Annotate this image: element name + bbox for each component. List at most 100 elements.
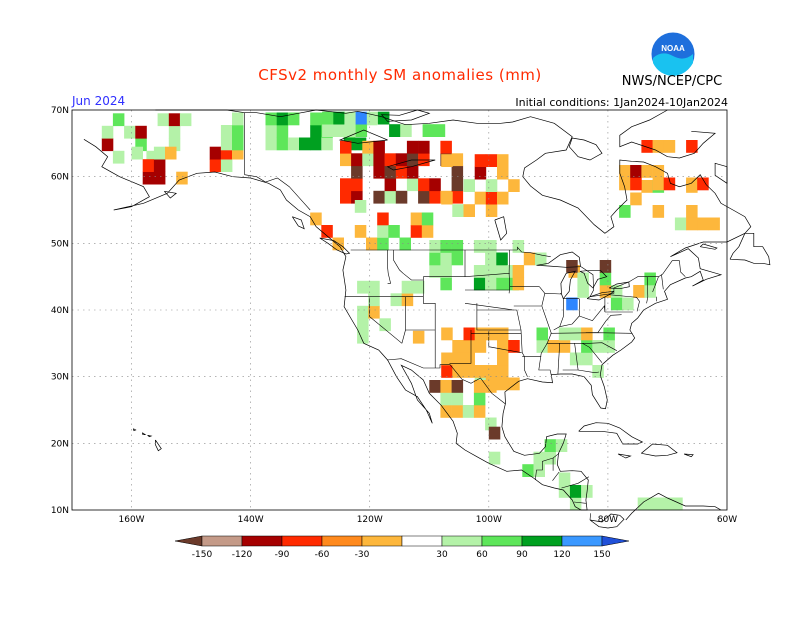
anomaly-cell (406, 165, 419, 179)
anomaly-cell (485, 380, 497, 393)
anomaly-cell (641, 180, 653, 193)
anomaly-cell (622, 297, 634, 311)
anomaly-cell (512, 277, 525, 291)
colorbar-label: -120 (232, 550, 253, 560)
anomaly-cell (373, 190, 385, 204)
anomaly-cell (451, 252, 464, 266)
latitude-tick-label: 10N (51, 506, 69, 516)
agency-label: NWS/NCEP/CPC (621, 74, 723, 89)
coastline (319, 237, 351, 255)
border-line (646, 276, 649, 304)
anomaly-cell (429, 252, 441, 266)
anomaly-cell (441, 327, 453, 341)
anomaly-cells (101, 111, 720, 511)
lake-outline (608, 281, 630, 290)
lake-outline (338, 129, 388, 144)
border-line (516, 309, 528, 377)
anomaly-cell (340, 153, 352, 167)
anomaly-cell (474, 154, 487, 167)
anomaly-cell (451, 392, 464, 406)
latitude-tick-label: 60N (51, 173, 69, 183)
anomaly-cell (619, 177, 631, 191)
anomaly-cell (354, 225, 367, 238)
anomaly-cell (652, 205, 665, 218)
anomaly-cell (630, 192, 642, 206)
anomaly-cell (395, 165, 408, 179)
anomaly-cell (368, 280, 380, 294)
longitude-tick-label: 60W (717, 515, 737, 525)
anomaly-cell (153, 146, 166, 160)
border-line (585, 314, 622, 334)
anomaly-cell (652, 140, 665, 153)
latitude-tick-label: 50N (51, 239, 69, 249)
anomaly-cell (637, 497, 650, 511)
anomaly-cell (135, 125, 147, 139)
anomaly-cell (497, 191, 509, 205)
anomaly-cell (265, 125, 277, 138)
anomaly-cell (421, 225, 434, 238)
anomaly-cell (366, 111, 379, 125)
anomaly-cell (451, 240, 464, 253)
noaa-logo: NOAA (650, 31, 696, 77)
coastline (699, 243, 718, 250)
coastline (714, 162, 728, 184)
colorbar-segment (281, 535, 323, 547)
anomaly-cell (660, 497, 672, 511)
colorbar-label: 30 (436, 550, 448, 560)
anomaly-cell (485, 327, 498, 341)
anomaly-cell (536, 340, 548, 353)
border-line (508, 249, 511, 294)
anomaly-cell (310, 125, 322, 138)
anomaly-cell (357, 280, 369, 294)
anomaly-cell (142, 159, 155, 172)
colorbar-label: -30 (355, 550, 370, 560)
anomaly-cell (176, 171, 188, 185)
anomaly-cell (310, 212, 322, 226)
anomaly-cell (648, 497, 661, 511)
longitude-tick-label: 100W (476, 515, 502, 525)
anomaly-cell (276, 125, 289, 138)
anomaly-cell (485, 191, 498, 205)
anomaly-cell (451, 380, 464, 393)
anomaly-cell (418, 178, 430, 192)
colorbar-label: 150 (593, 550, 610, 560)
anomaly-cell (610, 297, 623, 311)
anomaly-cell (581, 352, 593, 366)
anomaly-cell (440, 140, 452, 154)
anomaly-cell (406, 178, 419, 192)
anomaly-cell (686, 217, 698, 231)
anomaly-cell (652, 177, 665, 191)
anomaly-cell (265, 112, 277, 126)
border-line (552, 471, 560, 481)
anomaly-cell (354, 137, 367, 151)
anomaly-cell (168, 113, 181, 127)
anomaly-cell (592, 365, 604, 378)
colorbar-segment (361, 535, 403, 547)
anomaly-cell (451, 165, 464, 179)
colorbar-segment (401, 535, 443, 547)
border-line (535, 453, 560, 481)
anomaly-cell (644, 272, 656, 286)
anomaly-cell (422, 124, 435, 137)
border-line (476, 303, 521, 331)
coastline (619, 109, 716, 159)
longitude-tick-label: 80W (598, 515, 618, 525)
political-borders (244, 112, 686, 521)
anomaly-cell (697, 217, 709, 231)
border-line (589, 513, 591, 521)
map-title: CFSv2 monthly SM anomalies (mm) (258, 66, 542, 84)
border-line (553, 298, 564, 331)
anomaly-cell (322, 111, 334, 125)
anomaly-cell (496, 277, 508, 291)
anomaly-cell (410, 212, 423, 226)
border-line (661, 274, 664, 290)
anomaly-cell (351, 190, 363, 204)
gridlines (72, 110, 727, 510)
colorbar-segment (521, 535, 563, 547)
border-line (517, 246, 551, 257)
anomaly-cell (569, 485, 582, 498)
anomaly-cell (451, 153, 464, 167)
anomaly-cell (153, 159, 166, 172)
anomaly-cell (641, 165, 653, 178)
anomaly-cell (473, 380, 486, 393)
